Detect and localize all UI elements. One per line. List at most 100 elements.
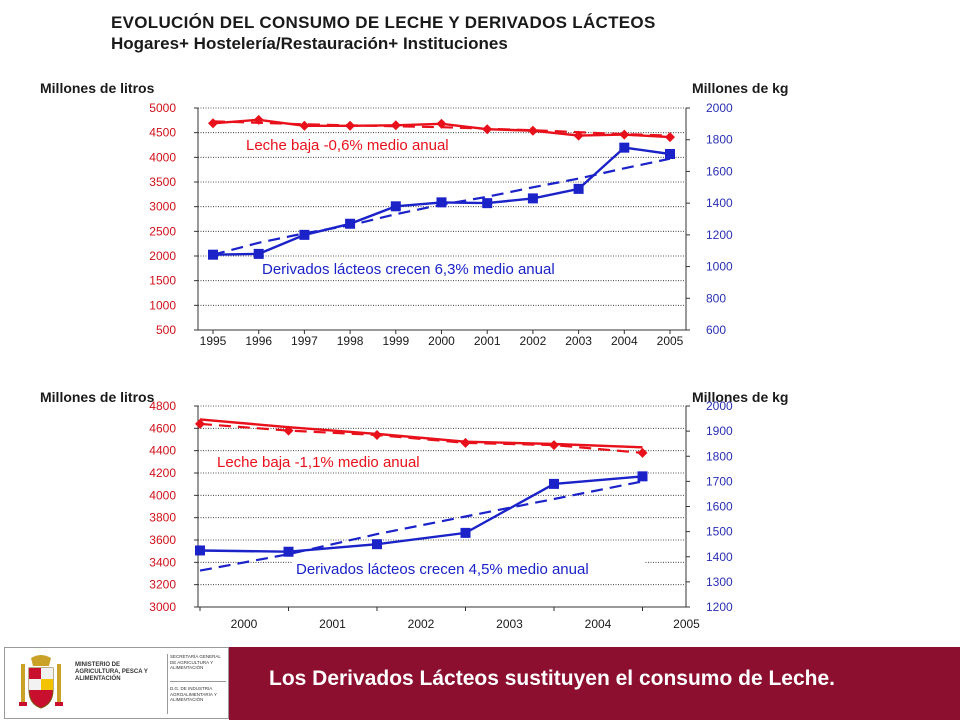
y-tick-label-left: 3600 xyxy=(149,533,176,547)
x-tick-label: 2005 xyxy=(673,617,700,631)
data-point-diamond xyxy=(372,430,382,441)
y-tick-label-right: 1700 xyxy=(706,474,733,488)
y-tick-label-right: 800 xyxy=(706,291,726,305)
y-tick-label-right: 1800 xyxy=(706,449,733,463)
y-axis-left-title: Millones de litros xyxy=(40,389,155,405)
milk-dairy-chart-1995-2005: Millones de litros Millones de kg 500 1000 1… xyxy=(40,80,788,348)
y-axis-right-title: Millones de kg xyxy=(692,80,788,96)
y-tick-label-left: 1000 xyxy=(149,298,176,312)
y-tick-label-right: 1000 xyxy=(706,260,733,274)
conclusion-text: Los Derivados Lácteos sustituyen el cons… xyxy=(269,667,835,690)
y-tick-label-left: 4600 xyxy=(149,421,176,435)
x-tick-label: 1998 xyxy=(337,334,364,348)
y-tick-label-right: 2000 xyxy=(706,399,733,413)
data-point-diamond xyxy=(637,447,648,458)
y-tick-label-right: 1400 xyxy=(706,550,733,564)
data-point-diamond xyxy=(283,425,294,436)
footer: MINISTERIO DE AGRICULTURA, PESCA Y ALIME… xyxy=(0,647,960,720)
y-tick-label-right: 600 xyxy=(706,323,726,337)
x-tick-label: 2003 xyxy=(565,334,592,348)
x-tick-label: 2005 xyxy=(657,334,684,348)
y-tick-label-right: 2000 xyxy=(706,101,733,115)
data-point-square xyxy=(573,183,584,194)
series-line-dairy-dashed xyxy=(212,157,671,256)
y-tick-label-left: 500 xyxy=(156,323,176,337)
y-axis-right-title: Millones de kg xyxy=(692,389,788,405)
annotation-backdrop xyxy=(292,560,645,578)
y-tick-label-right: 1300 xyxy=(706,575,733,589)
logo-divider xyxy=(167,654,168,714)
x-tick-label: 2002 xyxy=(408,617,435,631)
y-tick-label-right: 1600 xyxy=(706,500,733,514)
x-tick-label: 2000 xyxy=(428,334,455,348)
y-tick-label-left: 5000 xyxy=(149,101,176,115)
y-tick-label-right: 1200 xyxy=(706,600,733,614)
series-line-dairy-solid xyxy=(199,475,643,553)
data-point-diamond xyxy=(619,129,630,140)
y-tick-label-right: 1600 xyxy=(706,164,733,178)
x-tick-label: 2003 xyxy=(496,617,523,631)
x-tick-label: 1999 xyxy=(382,334,409,348)
series-line-milk-dashed xyxy=(199,422,643,454)
series-line-milk-dashed xyxy=(212,120,671,137)
y-tick-label-left: 3500 xyxy=(149,175,176,189)
logo-divider-horizontal xyxy=(170,681,226,682)
ministry-logo: MINISTERIO DE AGRICULTURA, PESCA Y ALIME… xyxy=(4,647,229,719)
x-tick-label: 1995 xyxy=(200,334,227,348)
y-tick-label-right: 1500 xyxy=(706,525,733,539)
data-point-diamond xyxy=(527,125,538,136)
data-point-square xyxy=(372,539,382,550)
data-point-square xyxy=(460,527,471,538)
x-tick-label: 2002 xyxy=(520,334,547,348)
x-tick-label: 2001 xyxy=(319,617,346,631)
x-tick-label: 2000 xyxy=(231,617,258,631)
y-tick-label-right: 1900 xyxy=(706,424,733,438)
data-point-square xyxy=(482,198,493,209)
annotation-backdrop xyxy=(242,136,492,154)
y-tick-label-left: 4000 xyxy=(149,150,176,164)
series-line-milk-solid xyxy=(199,418,643,449)
annotation-milk: Leche baja -0,6% medio anual xyxy=(246,137,449,154)
data-point-diamond xyxy=(195,418,205,429)
x-tick-label: 2001 xyxy=(474,334,501,348)
logo-secretaria-text: SECRETARÍA GENERAL DE AGRICULTURA Y ALIM… xyxy=(170,654,221,670)
data-point-diamond xyxy=(299,120,310,131)
y-tick-label-left: 2500 xyxy=(149,224,176,238)
milk-dairy-chart-2000-2005: Millones de litros Millones de kg 3000 3200… xyxy=(40,389,788,631)
data-point-square xyxy=(436,197,447,208)
data-point-square xyxy=(299,229,310,240)
data-point-square xyxy=(283,546,294,557)
y-axis-left-title: Millones de litros xyxy=(40,80,155,96)
x-tick-label: 2004 xyxy=(585,617,612,631)
annotation-backdrop xyxy=(213,453,463,471)
y-tick-label-right: 1800 xyxy=(706,133,733,147)
y-tick-label-left: 4000 xyxy=(149,488,176,502)
data-point-diamond xyxy=(208,118,218,129)
y-tick-label-left: 3800 xyxy=(149,511,176,525)
data-point-square xyxy=(619,142,630,153)
y-tick-label-left: 1500 xyxy=(149,274,176,288)
data-point-square xyxy=(665,148,675,159)
data-point-square xyxy=(345,218,356,229)
logo-dg-text: D.G. DE INDUSTRIA AGROALIMENTARIA Y ALIM… xyxy=(170,686,217,702)
data-point-square xyxy=(390,201,401,212)
data-point-square xyxy=(549,478,559,489)
page-subtitle: Hogares+ Hostelería/Restauración+ Instit… xyxy=(111,34,508,53)
data-point-square xyxy=(527,193,538,204)
conclusion-banner: Los Derivados Lácteos sustituyen el cons… xyxy=(229,647,960,720)
y-tick-label-left: 4500 xyxy=(149,126,176,140)
page-title: EVOLUCIÓN DEL CONSUMO DE LECHE Y DERIVAD… xyxy=(111,13,656,32)
annotation-dairy: Derivados lácteos crecen 6,3% medio anua… xyxy=(262,261,555,278)
y-tick-label-left: 4800 xyxy=(149,399,176,413)
data-point-square xyxy=(637,471,648,482)
data-point-diamond xyxy=(460,437,471,448)
y-tick-label-left: 3000 xyxy=(149,200,176,214)
data-point-diamond xyxy=(665,132,675,143)
y-tick-label-right: 1200 xyxy=(706,228,733,242)
annotation-backdrop xyxy=(258,260,611,278)
logo-ministry-text: MINISTERIO DE AGRICULTURA, PESCA Y ALIME… xyxy=(75,662,148,682)
data-point-diamond xyxy=(549,440,559,451)
series-line-dairy-dashed xyxy=(199,480,643,572)
y-tick-label-left: 3200 xyxy=(149,578,176,592)
y-tick-label-left: 2000 xyxy=(149,249,176,263)
